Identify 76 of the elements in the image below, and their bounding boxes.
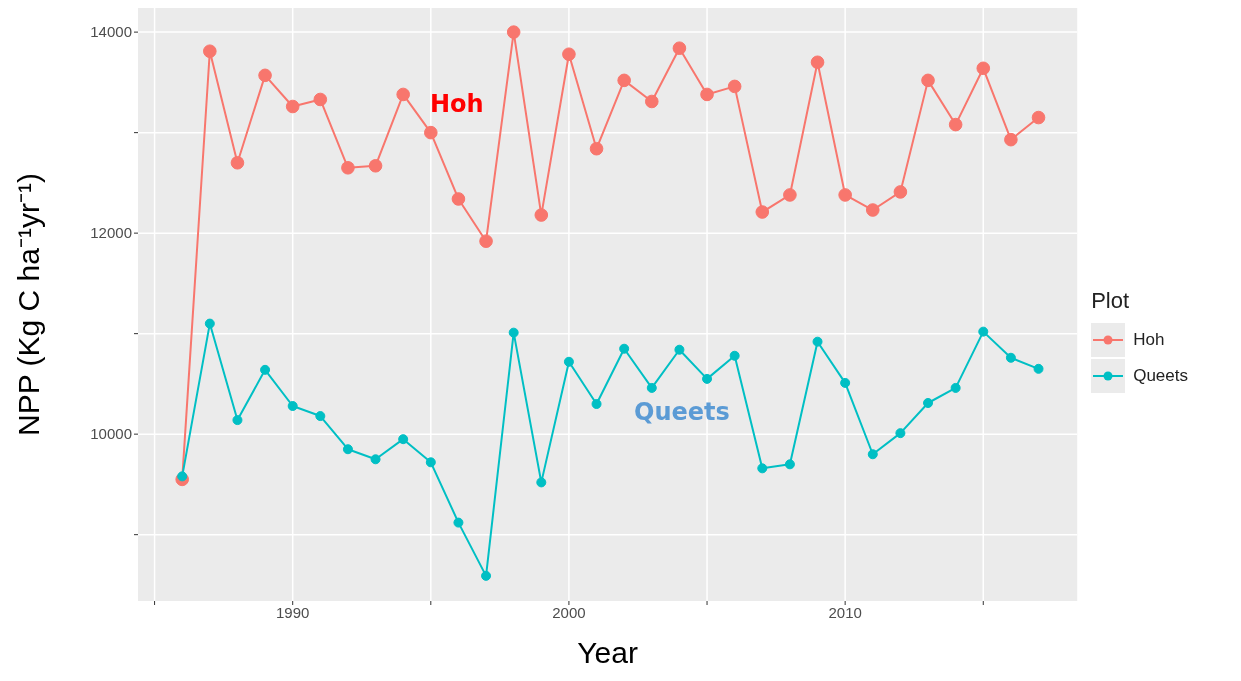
- point: [425, 457, 436, 468]
- annotation: Queets: [634, 398, 730, 426]
- point: [893, 185, 908, 199]
- legend-label: Hoh: [1133, 329, 1165, 350]
- point: [619, 343, 630, 354]
- point: [396, 87, 410, 102]
- y-tick-label: 10000: [90, 425, 132, 443]
- x-tick-label: 2000: [552, 603, 586, 621]
- point: [508, 327, 519, 338]
- point: [727, 79, 742, 94]
- point: [672, 41, 687, 55]
- point: [1033, 363, 1044, 374]
- point: [341, 161, 355, 175]
- point: [617, 73, 631, 88]
- x-tick-label: 1990: [276, 603, 310, 621]
- legend-label: Queets: [1133, 365, 1188, 386]
- point: [840, 377, 851, 388]
- point: [757, 463, 768, 474]
- point: [315, 411, 326, 422]
- legend-title: Plot: [1091, 287, 1131, 314]
- point: [895, 428, 906, 439]
- point: [534, 208, 549, 222]
- point: [644, 94, 659, 109]
- point: [1005, 352, 1016, 363]
- point: [950, 382, 961, 393]
- point: [287, 401, 298, 412]
- point: [368, 159, 383, 173]
- point: [700, 87, 714, 102]
- point: [506, 25, 521, 39]
- point: [453, 517, 464, 528]
- point: [451, 192, 466, 206]
- point: [258, 68, 272, 83]
- point: [978, 326, 989, 337]
- point: [370, 454, 381, 465]
- point: [177, 471, 188, 482]
- y-tick-label: 14000: [90, 23, 132, 41]
- point: [232, 415, 243, 426]
- point: [674, 344, 685, 355]
- point: [755, 205, 770, 219]
- point: [1031, 110, 1046, 125]
- point: [589, 141, 604, 156]
- point: [976, 61, 991, 76]
- point: [729, 350, 740, 361]
- point: [810, 55, 825, 70]
- point: [424, 125, 438, 140]
- point: [563, 356, 574, 367]
- point: [784, 459, 795, 470]
- point: [1004, 132, 1018, 147]
- point: [536, 477, 547, 488]
- point: [867, 449, 878, 460]
- point: [812, 336, 823, 347]
- point: [260, 364, 271, 375]
- point: [313, 92, 328, 107]
- point: [203, 44, 217, 59]
- x-axis-title: Year: [577, 636, 638, 669]
- point: [285, 99, 300, 114]
- point: [591, 399, 602, 409]
- point: [948, 117, 963, 132]
- point: [838, 188, 852, 202]
- y-axis-title: NPP (Kg C ha⁻¹yr⁻¹): [11, 173, 45, 436]
- y-tick-label: 12000: [90, 224, 132, 242]
- point: [921, 73, 935, 88]
- point: [923, 398, 934, 408]
- point: [562, 47, 576, 62]
- annotation: Hoh: [430, 90, 484, 118]
- point: [479, 234, 493, 248]
- point: [702, 373, 713, 384]
- point: [230, 155, 245, 170]
- point: [204, 318, 215, 329]
- point: [783, 188, 797, 202]
- point: [481, 570, 492, 581]
- x-tick-label: 2010: [828, 603, 862, 621]
- point: [646, 382, 657, 393]
- point: [398, 434, 409, 445]
- point: [342, 444, 353, 455]
- point: [865, 203, 880, 217]
